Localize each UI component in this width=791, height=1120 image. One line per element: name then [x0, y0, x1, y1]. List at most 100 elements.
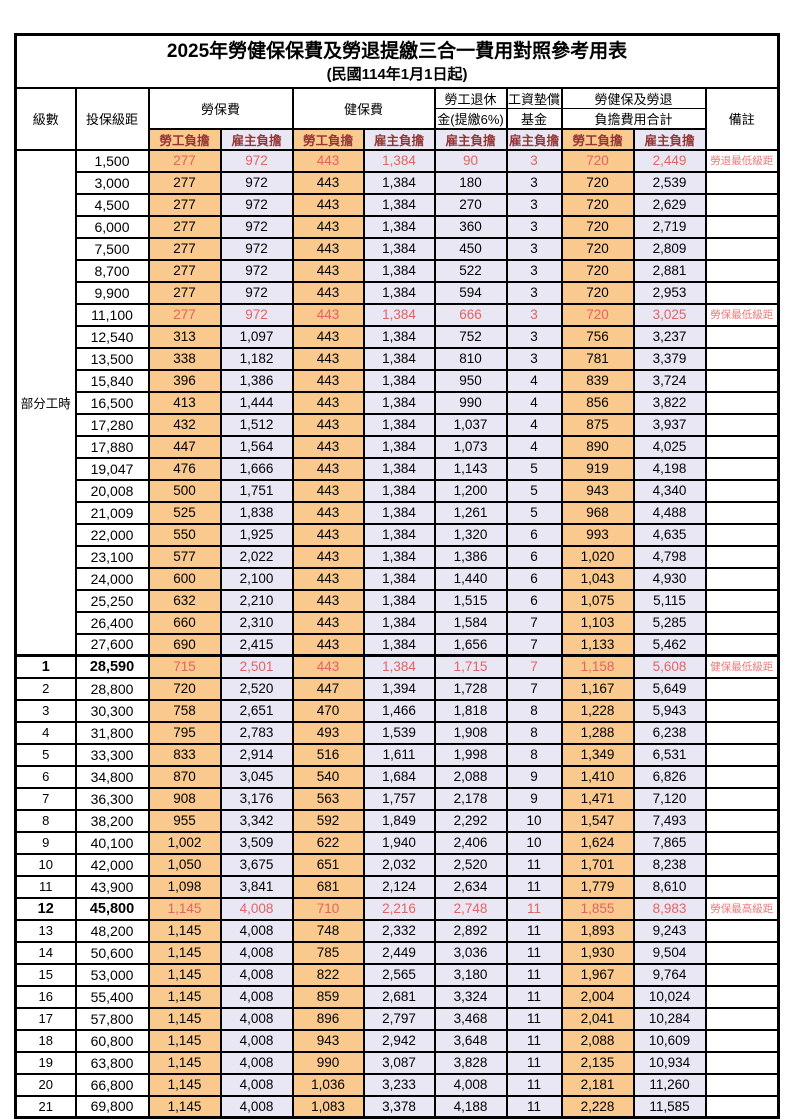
- cell-value: 758: [147, 698, 222, 723]
- cell-value: 720: [560, 214, 635, 239]
- cell-value: 1,384: [362, 214, 436, 239]
- table-row: 19 63,800 1,145 4,008 990 3,087 3,828 11 2,135 10…: [14, 1050, 780, 1075]
- cell-value: 6,238: [632, 720, 707, 745]
- cell-value: 1,320: [433, 522, 508, 547]
- cell-value: 443: [291, 280, 365, 305]
- cell-value: 660: [147, 610, 222, 635]
- cell-remark: [704, 324, 780, 349]
- cell-value: 443: [291, 522, 365, 547]
- cell-value: 9: [505, 786, 563, 811]
- header-group-row-1: 級數 投保級距 勞保費 健保費 勞工退休 工資墊償 勞健保及勞退 備註: [14, 86, 780, 151]
- table-body: 部分工時 1,500 277 972 443 1,384 90 3 720 2,449 勞退最低級距…: [14, 148, 780, 1119]
- table-row: 5 33,300 833 2,914 516 1,611 1,998 8 1,349 6,531: [14, 742, 780, 767]
- cell-value: 4,188: [433, 1094, 508, 1119]
- cell-value: 1,584: [433, 610, 508, 635]
- cell-value: 1,384: [362, 412, 436, 437]
- cell-value: 2,892: [433, 918, 508, 943]
- cell-value: 2,539: [632, 170, 707, 195]
- cell-level: 5: [14, 742, 77, 767]
- col-header-health-insurance: 健保費: [291, 86, 436, 130]
- cell-value: 2,022: [219, 544, 294, 569]
- cell-bracket: 23,100: [74, 544, 150, 569]
- cell-remark: [704, 940, 780, 965]
- cell-level: 11: [14, 874, 77, 899]
- cell-remark: [704, 786, 780, 811]
- cell-value: 1,384: [362, 478, 436, 503]
- table-row: 6,000 277 972 443 1,384 360 3 720 2,719: [16, 214, 780, 239]
- cell-value: 443: [291, 258, 365, 283]
- cell-value: 3,087: [362, 1050, 436, 1075]
- cell-value: 3: [505, 236, 563, 261]
- cell-value: 1,384: [362, 544, 436, 569]
- table-row: 21 69,800 1,145 4,008 1,083 3,378 4,188 11 2,228…: [14, 1094, 780, 1119]
- cell-value: 3: [505, 192, 563, 217]
- cell-level: 2: [14, 676, 77, 701]
- header-share-row: 勞工負擔 雇主負擔 勞工負擔 雇主負擔 雇主負擔 雇主負擔 勞工負擔 雇主負擔: [16, 127, 779, 151]
- cell-value: 1,855: [560, 896, 635, 921]
- table-row: 22,000 550 1,925 443 1,384 1,320 6 993 4,635: [16, 522, 780, 547]
- table-row: 4 31,800 795 2,783 493 1,539 1,908 8 1,288 6,238: [14, 720, 780, 745]
- cell-value: 1,145: [147, 896, 222, 921]
- cell-value: 1,384: [362, 302, 436, 327]
- cell-value: 943: [291, 1028, 365, 1053]
- cell-value: 1,384: [362, 346, 436, 371]
- subheader-health-employer: 雇主負擔: [362, 127, 436, 151]
- cell-value: 1,611: [362, 742, 436, 767]
- cell-value: 1,444: [219, 390, 294, 415]
- cell-value: 3,937: [632, 412, 707, 437]
- cell-value: 7: [505, 632, 563, 657]
- cell-value: 8,238: [632, 852, 707, 877]
- cell-value: 10: [505, 830, 563, 855]
- cell-value: 443: [291, 412, 365, 437]
- cell-value: 600: [147, 566, 222, 591]
- cell-value: 443: [291, 500, 365, 525]
- cell-value: 447: [291, 676, 365, 701]
- table-header: 2025年勞健保保費及勞退提繳三合一費用對照參考用表 (民國114年1月1日起)…: [14, 33, 780, 151]
- col-header-total-line2: 負擔費用合計: [560, 107, 707, 130]
- cell-value: 1,228: [560, 698, 635, 723]
- cell-level: 9: [14, 830, 77, 855]
- cell-value: 2,178: [433, 786, 508, 811]
- cell-bracket: 63,800: [74, 1050, 150, 1075]
- cell-remark: [704, 918, 780, 943]
- cell-value: 3,045: [219, 764, 294, 789]
- cell-value: 4,198: [632, 456, 707, 481]
- cell-value: 1,384: [362, 500, 436, 525]
- cell-remark: [704, 808, 780, 833]
- cell-value: 594: [433, 280, 508, 305]
- cell-value: 7: [505, 676, 563, 701]
- cell-value: 2,100: [219, 566, 294, 591]
- cell-value: 5: [505, 456, 563, 481]
- cell-value: 5: [505, 500, 563, 525]
- cell-value: 1,145: [147, 984, 222, 1009]
- cell-value: 4,008: [219, 896, 294, 921]
- cell-value: 972: [219, 214, 294, 239]
- table-row: 4,500 277 972 443 1,384 270 3 720 2,629: [16, 192, 780, 217]
- cell-value: 443: [291, 632, 365, 657]
- cell-remark: [704, 258, 780, 283]
- cell-value: 11,585: [632, 1094, 707, 1119]
- cell-value: 2,651: [219, 698, 294, 723]
- cell-value: 1,925: [219, 522, 294, 547]
- cell-bracket: 31,800: [74, 720, 150, 745]
- cell-value: 90: [433, 148, 508, 173]
- cell-bracket: 36,300: [74, 786, 150, 811]
- cell-value: 3: [505, 324, 563, 349]
- subheader-total-employer: 雇主負擔: [632, 127, 707, 151]
- cell-value: 1,073: [433, 434, 508, 459]
- cell-value: 11: [505, 1006, 563, 1031]
- cell-value: 5,462: [632, 632, 707, 657]
- cell-value: 1,145: [147, 1072, 222, 1097]
- cell-value: 1,908: [433, 720, 508, 745]
- table-row: 13 48,200 1,145 4,008 748 2,332 2,892 11 1,893 9,…: [14, 918, 780, 943]
- header-group-row-2: 金(提繳6%) 基金 負擔費用合計: [16, 107, 779, 130]
- cell-level: 14: [14, 940, 77, 965]
- table-row: 7,500 277 972 443 1,384 450 3 720 2,809: [16, 236, 780, 261]
- cell-value: 710: [291, 896, 365, 921]
- col-header-bracket: 投保級距: [74, 86, 150, 151]
- cell-value: 1,386: [219, 368, 294, 393]
- cell-remark: [704, 544, 780, 569]
- cell-value: 11,260: [632, 1072, 707, 1097]
- cell-value: 3,675: [219, 852, 294, 877]
- cell-value: 4,930: [632, 566, 707, 591]
